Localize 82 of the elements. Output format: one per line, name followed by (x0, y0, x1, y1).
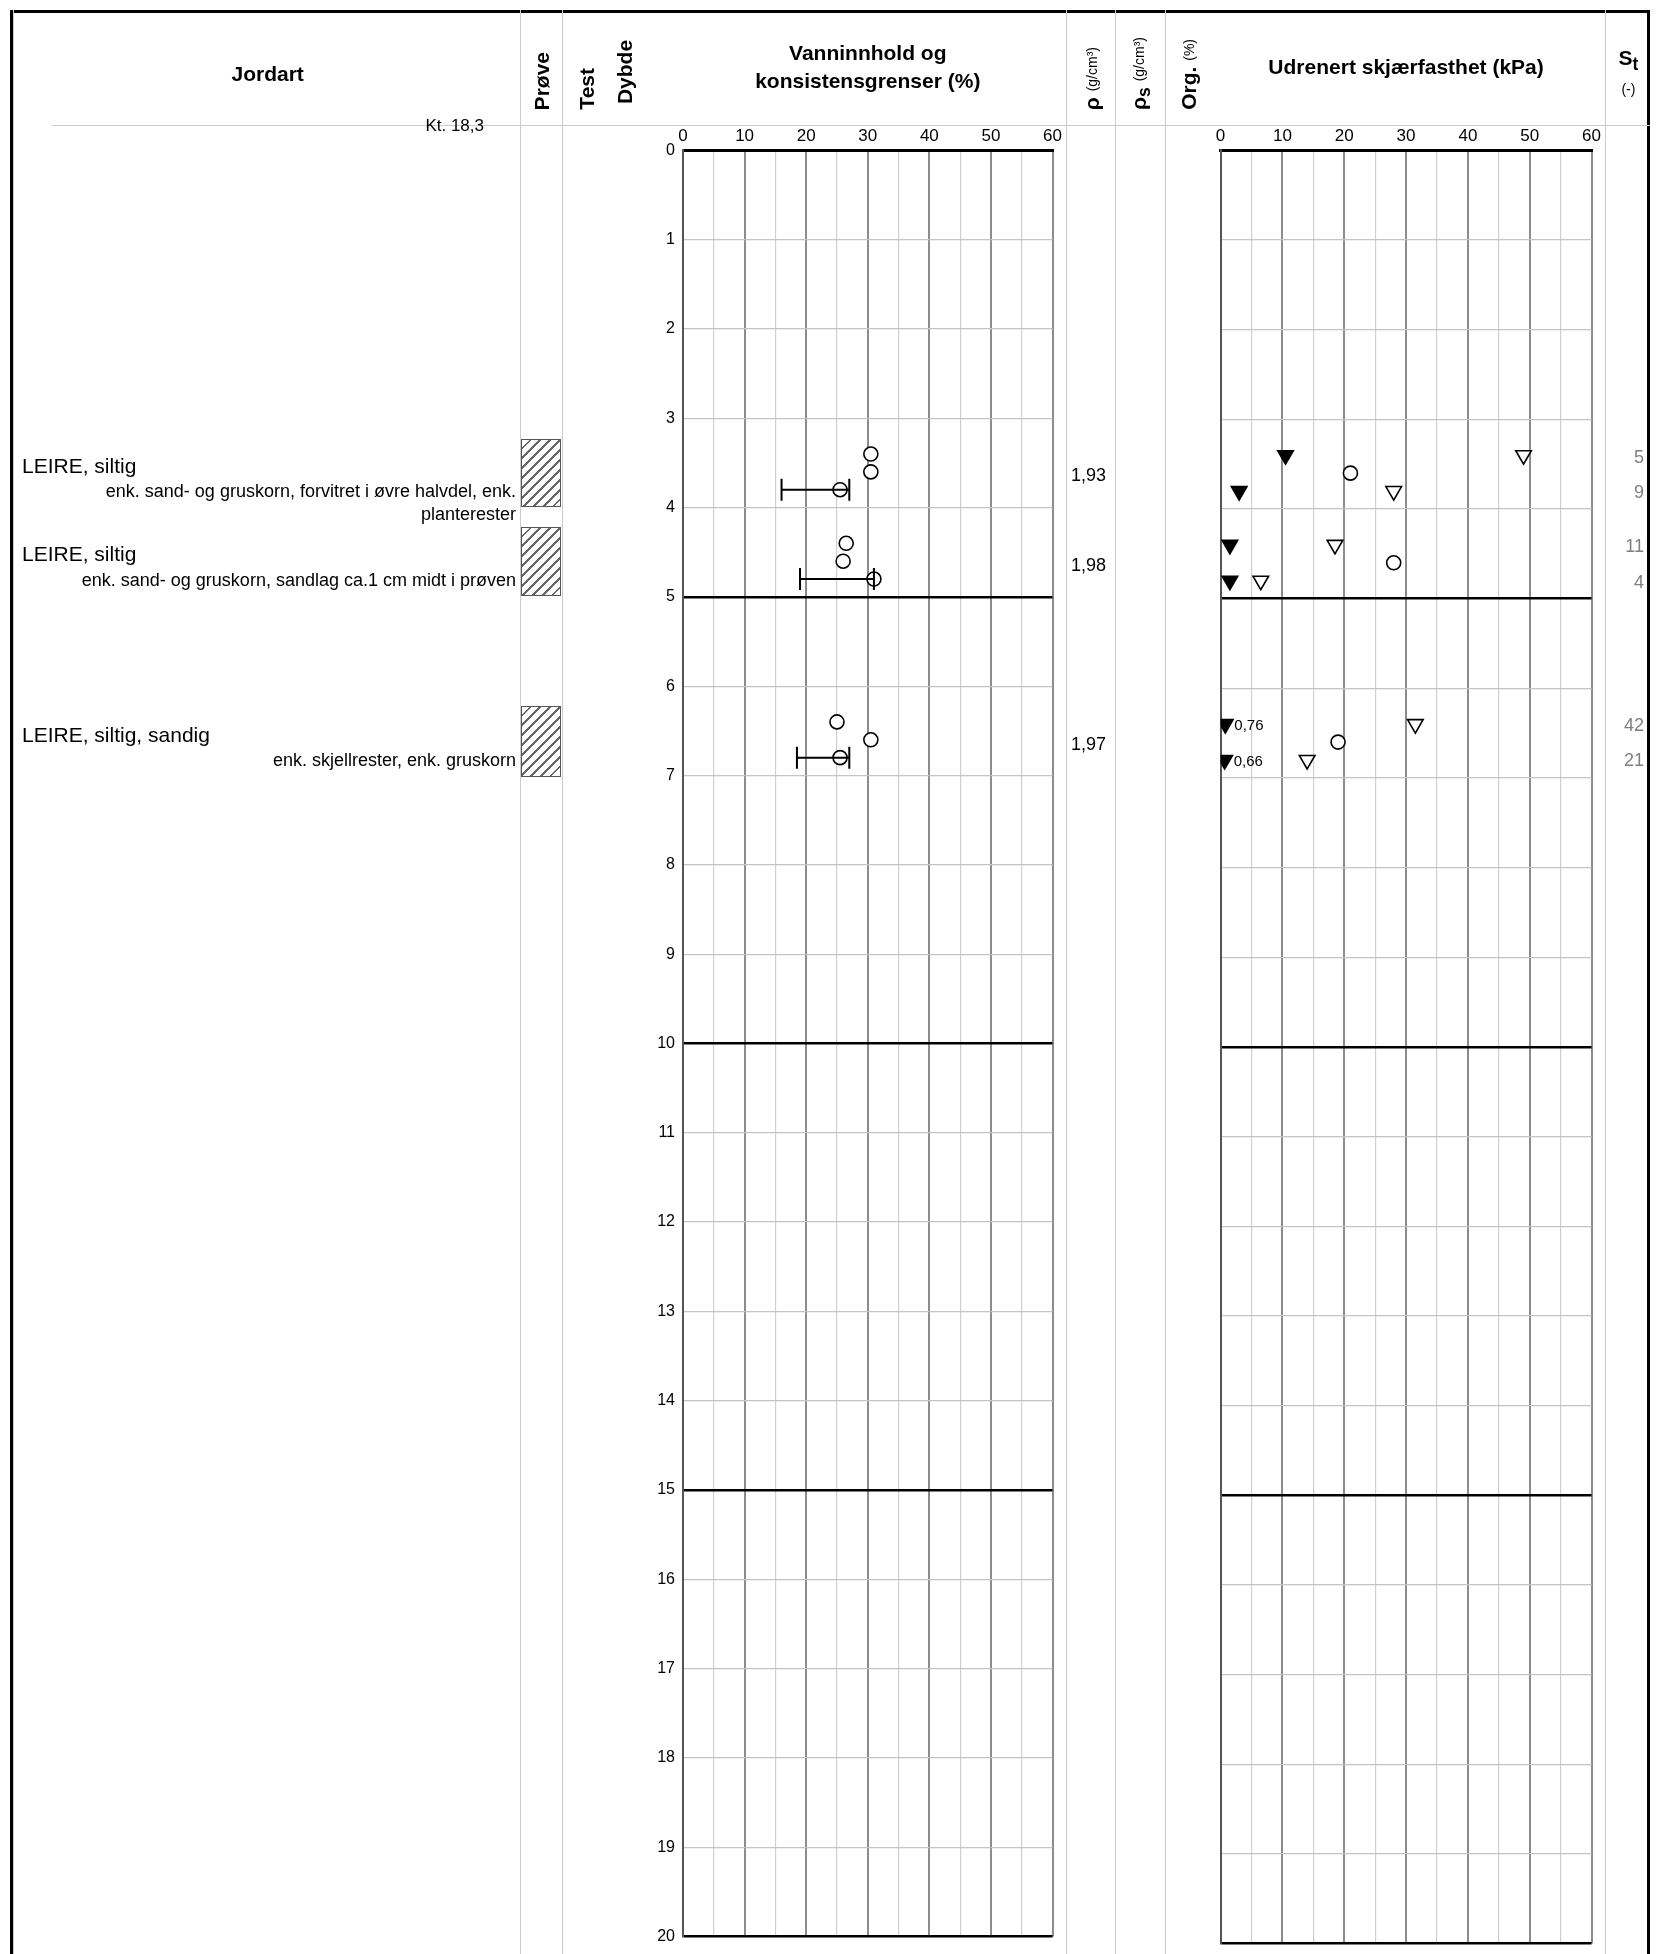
x-tick-label: 50 (1520, 125, 1540, 145)
x-tick-label: 50 (981, 125, 1001, 145)
point (1514, 449, 1533, 466)
y-tick-label: 11 (658, 1123, 676, 1141)
x-tick-label: 60 (1043, 125, 1063, 145)
point (835, 553, 851, 569)
point (1252, 575, 1270, 591)
text: 9 (1633, 481, 1644, 505)
x-tick-label: 30 (858, 125, 878, 145)
y-tick-label: 8 (666, 855, 676, 873)
text: ρ (1079, 97, 1103, 111)
text: 4 (1633, 570, 1644, 594)
y-tick-label: 2 (666, 319, 676, 337)
point (1221, 539, 1239, 555)
y-tick-label: 14 (657, 1391, 676, 1409)
y-tick-label: 5 (666, 587, 676, 605)
text: Org. (1176, 66, 1200, 110)
annotation: 0,76 (1234, 716, 1264, 734)
point (1276, 449, 1295, 466)
x-tick-label: 60 (1582, 125, 1602, 145)
point (863, 464, 879, 480)
text: (-) (1621, 81, 1636, 98)
text: Prøve (530, 52, 554, 111)
text: S$_{t}$ (1618, 46, 1639, 75)
point (863, 731, 879, 748)
text: 5 (1633, 445, 1644, 469)
text: 1,98 (1071, 554, 1107, 578)
y-tick-label: 16 (657, 1569, 676, 1587)
x-tick-label: 40 (1458, 125, 1478, 145)
point (863, 446, 879, 462)
text: 21 (1623, 749, 1644, 773)
y-tick-label: 4 (666, 498, 676, 516)
x-tick-label: 0 (1215, 125, 1226, 145)
chart-title: Udrenert skjærfasthet (kPa) (1268, 54, 1544, 78)
x-tick-label: 20 (1334, 125, 1354, 145)
text: enk. skjellrester, enk. gruskorn (272, 749, 516, 773)
text: LEIRE, siltig (22, 541, 137, 568)
y-tick-label: 10 (657, 1033, 676, 1051)
point (1406, 718, 1424, 734)
text: 1,97 (1071, 733, 1107, 757)
y-tick-label: 13 (657, 1301, 676, 1319)
point (1298, 754, 1316, 770)
x-tick-label: 40 (919, 125, 939, 145)
y-tick-label: 1 (666, 230, 676, 248)
text: LEIRE, siltig (22, 452, 137, 479)
text: Kt. 18,3 (425, 115, 484, 138)
x-tick-label: 10 (735, 125, 755, 145)
y-tick-label: 15 (657, 1480, 676, 1498)
y-tick-label: 0 (666, 140, 676, 158)
x-tick-label: 20 (796, 125, 816, 145)
point (829, 714, 845, 730)
text: 1,93 (1071, 463, 1107, 487)
point (1330, 734, 1346, 750)
annotation: 0,66 (1233, 752, 1263, 770)
x-tick-label: 10 (1272, 125, 1292, 145)
y-axis-title: Dybde (612, 39, 636, 105)
y-tick-label: 18 (657, 1748, 676, 1766)
y-tick-label: 3 (666, 408, 676, 426)
point (838, 535, 855, 552)
y-tick-label: 7 (666, 765, 676, 783)
y-tick-label: 17 (657, 1658, 676, 1676)
text: LEIRE, siltig, sandig (22, 722, 210, 749)
point (1230, 485, 1248, 501)
y-tick-label: 12 (657, 1212, 676, 1230)
text: Test (575, 68, 599, 110)
chart-title: Vanninnhold og konsistensgrenser (%) (755, 40, 981, 92)
y-tick-label: 6 (666, 676, 676, 694)
text: (%) (1180, 39, 1197, 61)
y-tick-label: 19 (657, 1837, 676, 1855)
point (1326, 539, 1344, 555)
text: (g/cm³) (1131, 37, 1147, 82)
text: (g/cm³) (1083, 47, 1100, 92)
point (1385, 485, 1403, 501)
text: enk. sand- og gruskorn, forvitret i øvre halvdel, enk. planterester (104, 480, 516, 527)
text: enk. sand- og gruskorn, sandlag ca.1 cm midt i prøven (80, 568, 516, 592)
y-tick-label: 20 (657, 1926, 676, 1944)
text: 11 (1625, 535, 1644, 559)
y-tick-label: 9 (666, 944, 676, 962)
x-tick-label: 30 (1396, 125, 1416, 145)
point (1221, 575, 1239, 591)
text: Jordart (231, 62, 304, 86)
text: 42 (1623, 714, 1644, 738)
